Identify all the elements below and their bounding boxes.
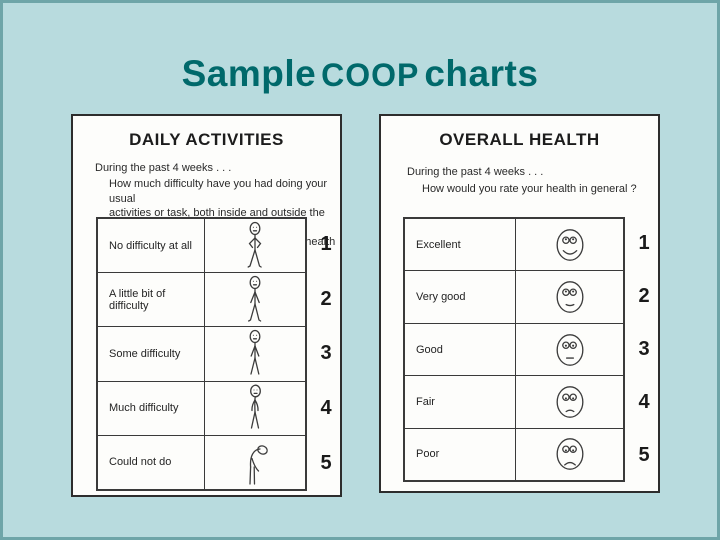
- chart-title: DAILY ACTIVITIES: [129, 130, 284, 149]
- stick-figure-upright-icon: [249, 329, 261, 375]
- table-row: Some difficulty: [98, 327, 305, 382]
- row-label: A little bit of difficulty: [98, 273, 205, 327]
- title-word-coop: COOP: [321, 57, 420, 93]
- overall-health-table: Excellent Very good: [403, 217, 663, 482]
- table-row: Could not do: [98, 435, 305, 490]
- row-label: Very good: [405, 271, 516, 323]
- table-row: A little bit of difficulty: [98, 273, 305, 328]
- stick-figure-bent-over-icon: [249, 445, 268, 486]
- chart-intro: During the past 4 weeks . . .: [407, 166, 544, 178]
- table-row: Good: [405, 323, 623, 377]
- row-label: Poor: [405, 428, 516, 481]
- stick-figure-slumped-icon: [250, 384, 261, 429]
- row-number: 4: [638, 391, 650, 413]
- face-neutral-icon: [556, 333, 583, 366]
- chart-title: OVERALL HEALTH: [439, 130, 600, 149]
- table-row: Fair: [405, 376, 623, 429]
- table-row: Very good: [405, 271, 623, 324]
- chart-intro: During the past 4 weeks . . .: [95, 162, 232, 174]
- row-number: 3: [638, 338, 650, 360]
- table-row: Excellent: [405, 219, 623, 272]
- chart-question: How would you rate your health in genera…: [422, 182, 637, 197]
- row-label: Excellent: [405, 219, 516, 271]
- face-frown-icon: [556, 438, 583, 471]
- stick-figure-upright-arms-akimbo-icon: [247, 221, 262, 268]
- row-number: 2: [320, 287, 332, 310]
- row-label: Much difficulty: [98, 381, 205, 435]
- score-column: 1 2 3 4 5: [625, 217, 663, 482]
- face-slight-frown-icon: [556, 386, 583, 418]
- row-label: No difficulty at all: [98, 219, 205, 273]
- row-label: Could not do: [98, 435, 205, 490]
- row-number: 5: [638, 444, 650, 466]
- row-number: 4: [320, 397, 332, 420]
- daily-activities-table: No difficulty at all A little bit: [96, 217, 345, 491]
- overall-health-chart-card: OVERALL HEALTH During the past 4 weeks .…: [379, 114, 660, 493]
- face-small-smile-icon: [556, 281, 583, 313]
- page-title: Sample COOP charts: [3, 53, 717, 95]
- table-row: Poor: [405, 428, 623, 481]
- daily-activities-chart-card: DAILY ACTIVITIES During the past 4 weeks…: [71, 114, 342, 497]
- stick-figure-upright-icon: [248, 275, 262, 322]
- question-line: How would you rate your health in genera…: [422, 183, 637, 195]
- table-row: Much difficulty: [98, 381, 305, 436]
- score-column: 1 2 3 4 5: [307, 217, 345, 491]
- row-label: Good: [405, 323, 516, 376]
- row-label: Some difficulty: [98, 327, 205, 381]
- row-label: Fair: [405, 376, 516, 428]
- row-number: 5: [320, 452, 332, 475]
- row-number: 3: [320, 342, 332, 365]
- face-big-smile-icon: [556, 228, 583, 261]
- row-number: 2: [638, 285, 650, 307]
- title-word-charts: charts: [424, 53, 539, 94]
- title-word-sample: Sample: [181, 53, 317, 94]
- table-row: No difficulty at all: [98, 219, 305, 274]
- question-line: How much difficulty have you had doing y…: [109, 178, 328, 205]
- row-number: 1: [320, 232, 332, 255]
- row-number: 1: [638, 232, 650, 254]
